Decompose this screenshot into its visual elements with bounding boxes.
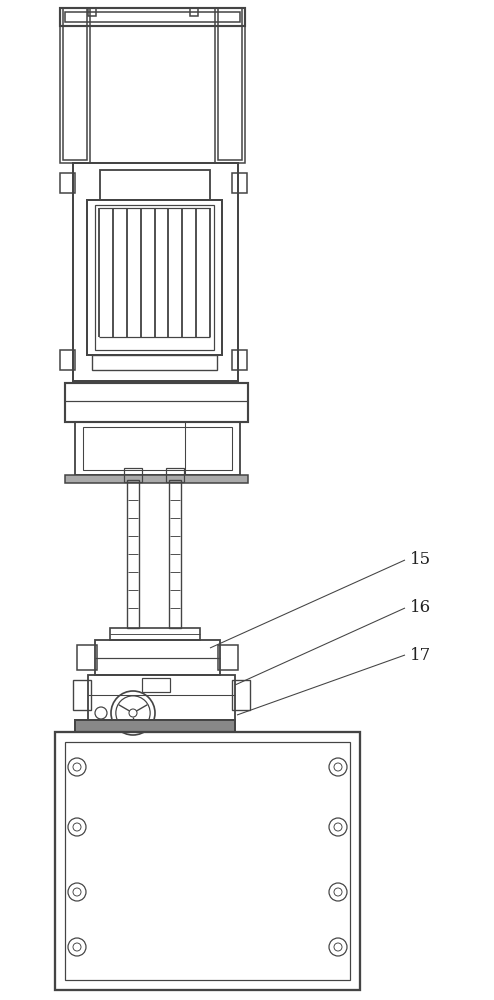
Bar: [55, 732, 360, 990]
Bar: [63, 8, 87, 160]
Bar: [60, 173, 75, 193]
Bar: [65, 383, 248, 422]
Bar: [92, 355, 217, 370]
Bar: [75, 422, 240, 475]
Bar: [232, 350, 247, 370]
Text: 15: 15: [410, 552, 431, 568]
Bar: [73, 163, 238, 381]
Bar: [232, 680, 250, 710]
Bar: [124, 468, 142, 482]
Bar: [60, 350, 75, 370]
Bar: [95, 640, 220, 675]
Bar: [232, 173, 247, 193]
Text: 16: 16: [410, 599, 431, 616]
Bar: [88, 675, 235, 720]
Bar: [95, 205, 214, 350]
Bar: [77, 645, 97, 670]
Bar: [83, 427, 232, 470]
Bar: [190, 8, 198, 16]
Bar: [142, 678, 170, 692]
Text: 17: 17: [410, 647, 431, 664]
Bar: [87, 200, 222, 355]
Bar: [60, 8, 245, 26]
Bar: [65, 742, 350, 980]
Bar: [100, 170, 210, 200]
Bar: [73, 680, 91, 710]
Bar: [169, 480, 181, 628]
Bar: [75, 720, 235, 732]
Bar: [215, 8, 245, 163]
Bar: [166, 468, 184, 482]
Bar: [88, 8, 96, 16]
Bar: [218, 8, 242, 160]
Bar: [127, 480, 139, 628]
Bar: [65, 12, 240, 22]
Bar: [218, 645, 238, 670]
Bar: [110, 628, 200, 640]
Bar: [65, 475, 248, 483]
Bar: [60, 8, 90, 163]
